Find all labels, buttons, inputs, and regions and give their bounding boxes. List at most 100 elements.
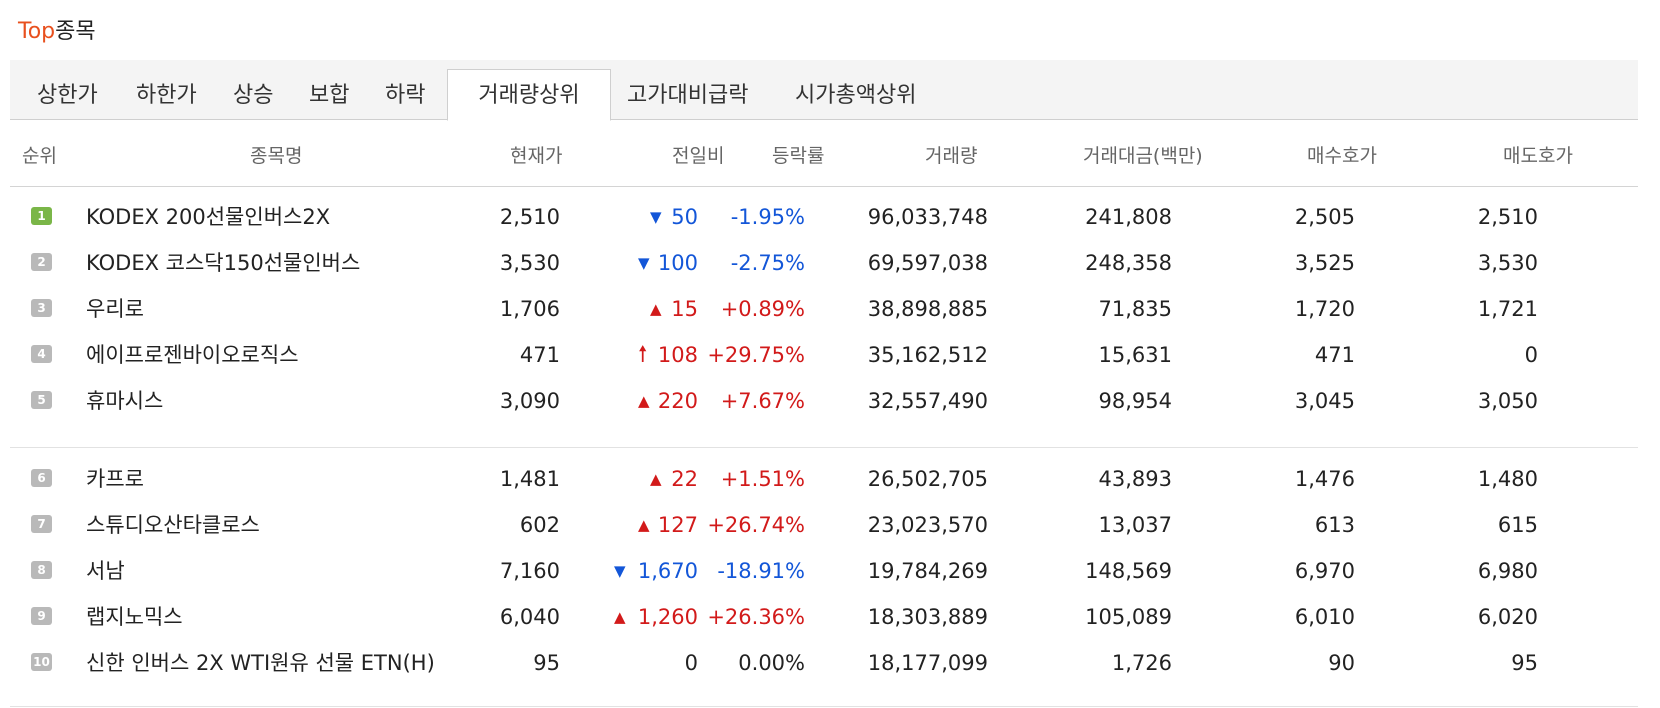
trade-volume: 18,303,889 [867,605,988,629]
ask-price: 0 [1524,343,1538,367]
ask-price: 3,050 [1477,389,1538,413]
change-value: 127 [657,513,698,537]
rank-badge: 8 [31,561,52,579]
bid-price: 1,476 [1294,467,1355,491]
trade-amount: 13,037 [1098,513,1172,537]
current-price: 2,510 [499,205,560,229]
tab-top-volume[interactable]: 거래량상위 [447,69,611,121]
rank-badge: 9 [31,607,52,625]
tab-lower-limit[interactable]: 하한가 [136,83,197,108]
tab-market-cap[interactable]: 시가총액상위 [795,83,917,108]
rank-badge: 6 [31,469,52,487]
triangle-up-icon: ▲ [650,300,662,318]
trade-amount: 241,808 [1085,205,1172,229]
current-price: 3,090 [499,389,560,413]
tab-upper-limit[interactable]: 상한가 [37,83,98,108]
rank-badge: 1 [31,207,52,225]
bid-price: 471 [1314,343,1355,367]
section-title: Top종목 [18,14,96,50]
tab-unchanged[interactable]: 보합 [309,83,350,108]
tab-rising[interactable]: 상승 [233,83,274,108]
current-price: 1,706 [499,297,560,321]
change-value: 22 [671,467,698,491]
table-bottom-border [10,706,1638,707]
table-row: 2 KODEX 코스닥150선물인버스 3,530 ▼ 100 -2.75% 69,597,… [0,243,1660,283]
stock-name-link[interactable]: 휴마시스 [86,389,164,413]
current-price: 7,160 [499,559,560,583]
ask-price: 3,530 [1477,251,1538,275]
bid-price: 3,525 [1294,251,1355,275]
trade-amount: 98,954 [1098,389,1172,413]
ask-price: 6,020 [1477,605,1538,629]
current-price: 6,040 [499,605,560,629]
bid-price: 2,505 [1294,205,1355,229]
stock-name-link[interactable]: 스튜디오산타클로스 [86,513,260,537]
change-rate: +0.89% [720,297,805,321]
bid-price: 3,045 [1294,389,1355,413]
current-price: 602 [519,513,560,537]
section-title-accent: Top [18,19,56,44]
change-value: 0 [684,651,698,675]
stock-name-link[interactable]: 신한 인버스 2X WTI원유 선물 ETN(H) [86,651,435,675]
table-row: 9 랩지노믹스 6,040 ▲ 1,260 +26.36% 18,303,889 105,08… [0,597,1660,637]
tab-drop-from-high[interactable]: 고가대비급락 [627,83,749,108]
change-value: 1,670 [637,559,698,583]
trade-amount: 71,835 [1098,297,1172,321]
change-value: 100 [657,251,698,275]
rank-badge: 2 [31,253,52,271]
column-header-price: 현재가 [510,145,563,167]
change-rate: +7.67% [720,389,805,413]
rank-badge: 3 [31,299,52,317]
change-rate: -1.95% [730,205,805,229]
ask-price: 95 [1511,651,1538,675]
stock-name-link[interactable]: 서남 [86,559,125,583]
change-value: 50 [671,205,698,229]
change-value: 15 [671,297,698,321]
change-value: 1,260 [637,605,698,629]
stock-name-link[interactable]: 우리로 [86,297,144,321]
current-price: 1,481 [499,467,560,491]
column-header-bid: 매수호가 [1307,145,1377,167]
group-divider [10,447,1638,448]
tab-falling[interactable]: 하락 [385,83,426,108]
rank-badge: 4 [31,345,52,363]
change-value: 220 [657,389,698,413]
table-row: 1 KODEX 200선물인버스2X 2,510 ▼ 50 -1.95% 96,033,74… [0,197,1660,237]
triangle-down-icon: ▼ [638,254,650,272]
table-row: 10 신한 인버스 2X WTI원유 선물 ETN(H) 95 0 0.00% 18,17… [0,643,1660,683]
trade-volume: 26,502,705 [867,467,988,491]
header-divider [10,186,1638,187]
change-rate: -2.75% [730,251,805,275]
change-rate: +26.74% [707,513,805,537]
stock-name-link[interactable]: KODEX 200선물인버스2X [86,205,331,229]
stock-name-link[interactable]: 랩지노믹스 [86,605,183,629]
bid-price: 90 [1328,651,1355,675]
table-row: 4 에이프로젠바이오로직스 471 🠕 108 +29.75% 35,162,512 15,6… [0,335,1660,375]
table-row: 8 서남 7,160 ▼ 1,670 -18.91% 19,784,269 148,569 6,… [0,551,1660,591]
bid-price: 613 [1314,513,1355,537]
ask-price: 1,480 [1477,467,1538,491]
change-rate: -18.91% [717,559,805,583]
column-header-rate: 등락률 [772,145,825,167]
column-header-change: 전일비 [672,145,725,167]
upper-limit-arrow-icon: 🠕 [638,342,648,367]
stock-name-link[interactable]: 카프로 [86,467,144,491]
ask-price: 1,721 [1477,297,1538,321]
trade-amount: 148,569 [1085,559,1172,583]
stock-name-link[interactable]: 에이프로젠바이오로직스 [86,343,299,367]
trade-volume: 69,597,038 [867,251,988,275]
current-price: 3,530 [499,251,560,275]
stock-name-link[interactable]: KODEX 코스닥150선물인버스 [86,251,361,275]
triangle-up-icon: ▲ [638,516,650,534]
triangle-down-icon: ▼ [614,562,626,580]
column-header-rank: 순위 [22,145,57,167]
trade-amount: 248,358 [1085,251,1172,275]
column-header-name: 종목명 [250,145,303,167]
column-header-volume: 거래량 [925,145,978,167]
current-price: 95 [533,651,560,675]
table-row: 6 카프로 1,481 ▲ 22 +1.51% 26,502,705 43,893 1,476 1… [0,459,1660,499]
column-header-amount: 거래대금(백만) [1083,145,1203,167]
table-row: 3 우리로 1,706 ▲ 15 +0.89% 38,898,885 71,835 1,720 1… [0,289,1660,329]
rank-badge: 10 [31,653,52,671]
triangle-down-icon: ▼ [650,208,662,226]
